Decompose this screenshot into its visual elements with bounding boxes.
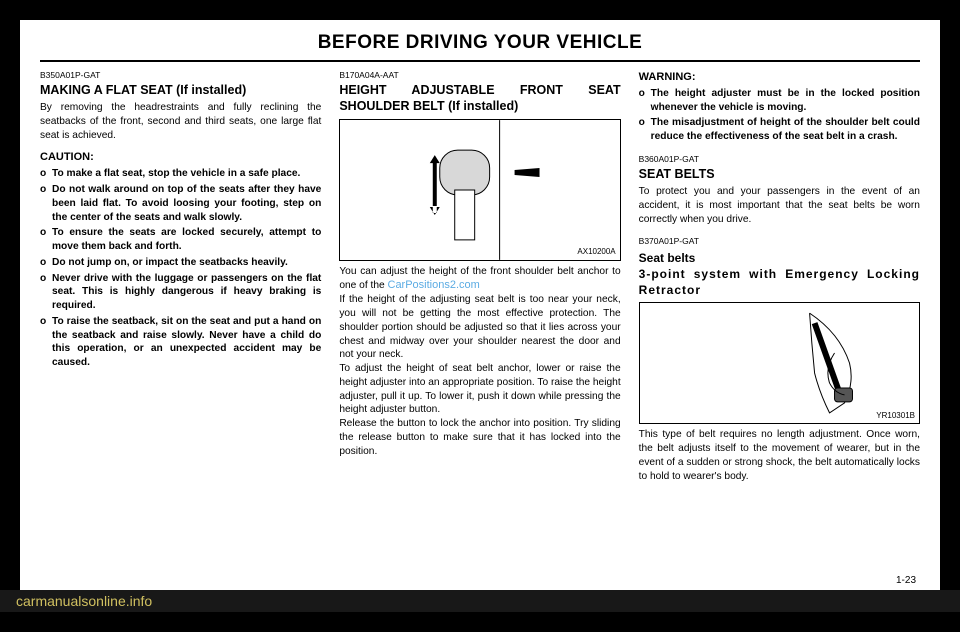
list-item: oTo ensure the seats are locked securely…: [40, 226, 321, 254]
section-code: B170A04A-AAT: [339, 70, 620, 81]
list-item: oThe misadjustment of height of the shou…: [639, 116, 920, 144]
section-title: MAKING A FLAT SEAT (If installed): [40, 83, 321, 99]
belt-adjuster-icon: [340, 120, 619, 260]
section-code: B360A01P-GAT: [639, 154, 920, 165]
body-text: If the height of the adjusting seat belt…: [339, 293, 620, 362]
subsection-title: Seat belts: [639, 250, 920, 266]
body-text: To adjust the height of seat belt anchor…: [339, 362, 620, 417]
columns: B350A01P-GAT MAKING A FLAT SEAT (If inst…: [20, 70, 940, 483]
body-text: Release the button to lock the anchor in…: [339, 417, 620, 458]
column-1: B350A01P-GAT MAKING A FLAT SEAT (If inst…: [40, 70, 321, 483]
site-footer: carmanualsonline.info: [0, 590, 960, 612]
section-title: HEIGHT ADJUSTABLE FRONT SEAT SHOULDER BE…: [339, 83, 620, 114]
column-2: B170A04A-AAT HEIGHT ADJUSTABLE FRONT SEA…: [339, 70, 620, 483]
body-text: By removing the headrestraints and fully…: [40, 101, 321, 142]
list-item: oThe height adjuster must be in the lock…: [639, 87, 920, 115]
list-item: oNever drive with the luggage or passeng…: [40, 272, 321, 313]
figure-seatbelt: YR10301B: [639, 302, 920, 424]
list-item: oTo raise the seatback, sit on the seat …: [40, 315, 321, 370]
list-item: oDo not jump on, or impact the seatbacks…: [40, 256, 321, 270]
watermark: CarPositions2.com: [388, 279, 480, 291]
manual-page: BEFORE DRIVING YOUR VEHICLE B350A01P-GAT…: [20, 20, 940, 592]
list-item: oTo make a flat seat, stop the vehicle i…: [40, 167, 321, 181]
caution-label: CAUTION:: [40, 150, 321, 165]
list-item: oDo not walk around on top of the seats …: [40, 183, 321, 224]
page-header: BEFORE DRIVING YOUR VEHICLE: [20, 32, 940, 54]
subsection-title: 3-point system with Emergency Locking Re…: [639, 266, 920, 298]
caution-list: oTo make a flat seat, stop the vehicle i…: [40, 167, 321, 370]
section-title: SEAT BELTS: [639, 167, 920, 183]
body-text: To protect you and your passengers in th…: [639, 185, 920, 226]
warning-list: oThe height adjuster must be in the lock…: [639, 87, 920, 144]
figure-label: AX10200A: [577, 247, 615, 258]
column-3: WARNING: oThe height adjuster must be in…: [639, 70, 920, 483]
section-code: B350A01P-GAT: [40, 70, 321, 81]
figure-belt-adjuster: AX10200A: [339, 119, 620, 261]
warning-label: WARNING:: [639, 70, 920, 85]
page-number: 1-23: [896, 575, 916, 586]
figure-label: YR10301B: [876, 411, 915, 422]
divider: [40, 60, 920, 62]
seatbelt-icon: [640, 303, 919, 423]
body-text: This type of belt requires no length adj…: [639, 428, 920, 483]
section-code: B370A01P-GAT: [639, 236, 920, 247]
